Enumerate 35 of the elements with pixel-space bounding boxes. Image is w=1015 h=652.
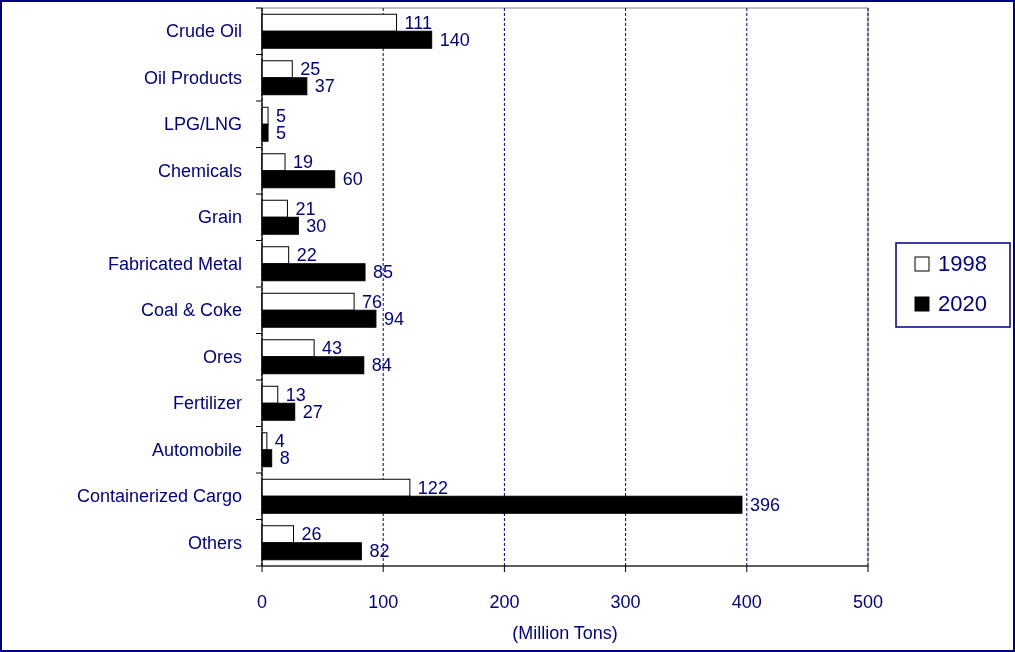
- data-label: 85: [373, 262, 394, 283]
- data-label: 22: [296, 245, 317, 266]
- y-tick-label: Grain: [197, 207, 242, 228]
- data-label: 19: [293, 152, 314, 173]
- data-label: 122: [417, 477, 448, 498]
- y-tick-label: Fabricated Metal: [107, 253, 242, 274]
- y-tick-label: Coal & Coke: [140, 300, 242, 321]
- x-axis-title: (Million Tons): [512, 623, 618, 643]
- data-label: 84: [371, 355, 392, 376]
- x-tick-label: 300: [610, 592, 641, 612]
- x-tick-label: 500: [852, 592, 884, 612]
- data-label: 396: [749, 494, 780, 515]
- data-label: 82: [369, 541, 390, 562]
- data-label: 60: [342, 169, 363, 190]
- y-tick-label: Ores: [202, 346, 242, 367]
- data-label: 94: [383, 308, 404, 329]
- y-tick-label: Oil Products: [143, 67, 242, 88]
- y-tick-label: Chemicals: [157, 160, 242, 181]
- legend-label: 2020: [938, 291, 987, 316]
- y-tick-label: Containerized Cargo: [76, 486, 242, 507]
- x-tick-label: 400: [731, 592, 762, 612]
- x-tick-label: 0: [256, 592, 268, 612]
- y-tick-label: LPG/LNG: [163, 114, 242, 135]
- data-label: 76: [362, 291, 383, 312]
- y-tick-label: Crude Oil: [165, 21, 242, 42]
- data-label: 111: [404, 12, 432, 33]
- data-label: 26: [301, 524, 322, 545]
- x-tick-label: 200: [489, 592, 520, 612]
- data-label: 43: [322, 338, 343, 359]
- x-tick-label: 100: [368, 592, 399, 612]
- legend-label: 1998: [938, 251, 987, 276]
- y-tick-label: Automobile: [151, 439, 242, 460]
- y-tick-label: Others: [187, 532, 242, 553]
- data-label: 140: [439, 29, 470, 50]
- y-tick-label: Fertilizer: [172, 393, 242, 414]
